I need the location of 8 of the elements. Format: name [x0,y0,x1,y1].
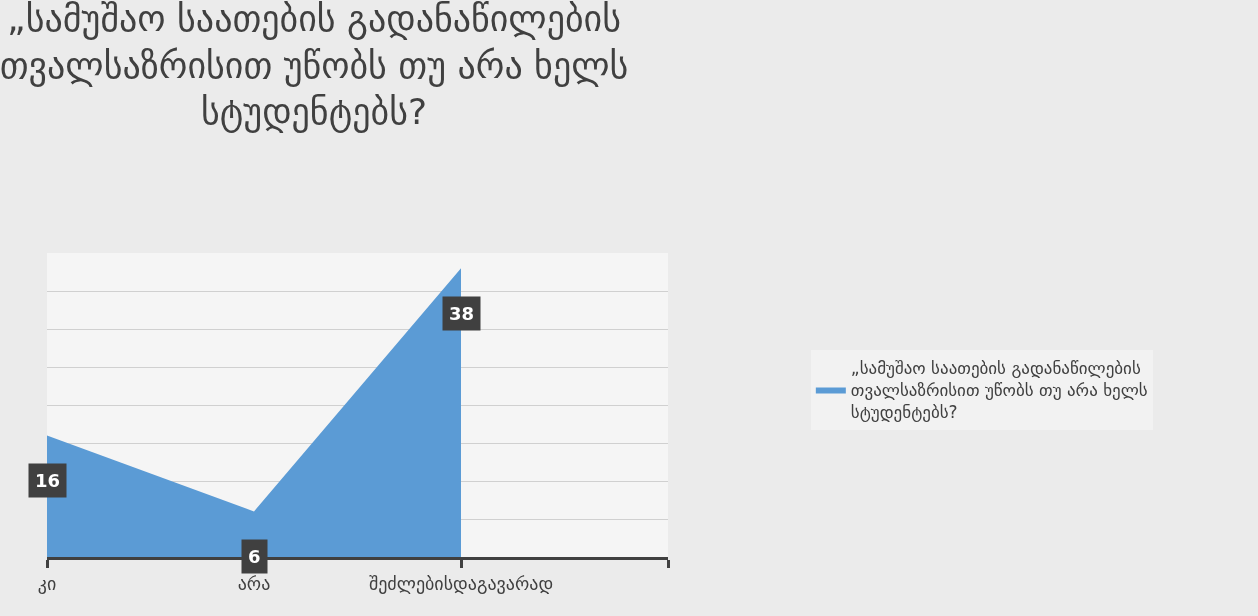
x-tick-label: არა [237,572,271,594]
x-tick-label: კი [37,572,57,594]
data-label: 16 [35,470,61,491]
x-tick-label: შეძლებისდაგავარად [368,572,554,594]
legend-label: „სამუშაო საათების გადანაწილების თვალსაზრისით უწობს თუ არა ხელს სტუდენტებს? [850,357,1148,423]
data-label: 6 [248,546,261,567]
chart-title: „სამუშაო საათების გადანაწილების თვალსაზრისით უწობს თუ არა ხელს სტუდენტებს? [0,0,629,134]
data-label: 38 [449,303,475,324]
